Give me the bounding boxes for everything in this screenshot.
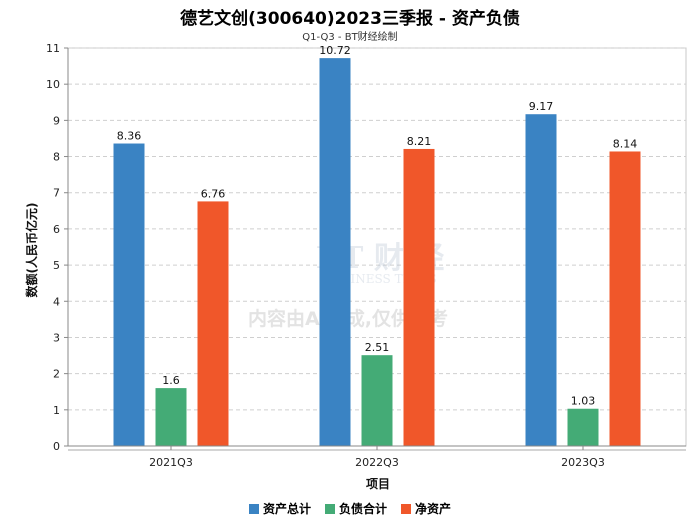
bar bbox=[155, 388, 187, 446]
y-tick-label: 7 bbox=[53, 187, 60, 200]
legend-item: 资产总计 bbox=[248, 500, 311, 517]
data-label: 1.6 bbox=[162, 374, 180, 387]
legend-item: 负债合计 bbox=[324, 500, 387, 517]
data-label: 10.72 bbox=[319, 44, 351, 57]
bar bbox=[567, 408, 599, 446]
data-label: 1.03 bbox=[571, 395, 596, 408]
data-label: 8.21 bbox=[407, 135, 432, 148]
bar bbox=[609, 151, 641, 447]
y-tick-label: 10 bbox=[46, 78, 60, 91]
x-tick-label: 2021Q3 bbox=[149, 456, 193, 469]
y-tick-label: 6 bbox=[53, 223, 60, 236]
legend-label: 资产总计 bbox=[262, 502, 311, 516]
data-label: 9.17 bbox=[529, 100, 554, 113]
y-tick-label: 4 bbox=[53, 295, 60, 308]
bar bbox=[113, 143, 145, 446]
chart-subtitle: Q1-Q3 - BT财经绘制 bbox=[302, 32, 398, 43]
bars: 8.36 1.6 6.76 10.72 2.51 8.21 9.17 1.03 8.14 bbox=[113, 44, 641, 447]
data-label: 8.36 bbox=[117, 130, 142, 143]
y-tick-label: 5 bbox=[53, 259, 60, 272]
bar bbox=[197, 201, 229, 446]
bar bbox=[361, 355, 393, 446]
y-tick-label: 2 bbox=[53, 368, 60, 381]
x-tick-label: 2022Q3 bbox=[355, 456, 399, 469]
y-tick-label: 3 bbox=[53, 331, 60, 344]
legend-label: 净资产 bbox=[415, 502, 452, 516]
x-tick-label: 2023Q3 bbox=[561, 456, 605, 469]
legend-swatch bbox=[401, 503, 411, 514]
y-tick-label: 11 bbox=[46, 42, 60, 55]
y-tick-label: 1 bbox=[53, 404, 60, 417]
data-label: 8.14 bbox=[613, 137, 638, 150]
x-axis-label: 项目 bbox=[366, 477, 390, 491]
legend-item: 净资产 bbox=[401, 500, 451, 517]
data-label: 2.51 bbox=[365, 341, 390, 354]
chart-title: 德艺文创(300640)2023三季报 - 资产负债 bbox=[180, 9, 520, 29]
legend: 资产总计 负债合计 净资产 bbox=[0, 500, 700, 517]
bar bbox=[403, 148, 435, 446]
y-tick-label: 0 bbox=[53, 440, 60, 453]
axes: 0 1 2 3 4 5 6 7 8 9 10 11 2021Q3 2022Q3 2023Q3 bbox=[46, 42, 686, 469]
legend-swatch bbox=[248, 503, 259, 514]
y-tick-label: 8 bbox=[53, 151, 60, 164]
legend-label: 负债合计 bbox=[338, 502, 387, 516]
y-axis-label: 数额(人民币亿元) bbox=[24, 203, 39, 298]
bar bbox=[319, 58, 351, 446]
data-label: 6.76 bbox=[201, 187, 226, 200]
legend-swatch bbox=[324, 503, 335, 514]
bar bbox=[525, 114, 557, 446]
y-tick-label: 9 bbox=[53, 114, 60, 127]
